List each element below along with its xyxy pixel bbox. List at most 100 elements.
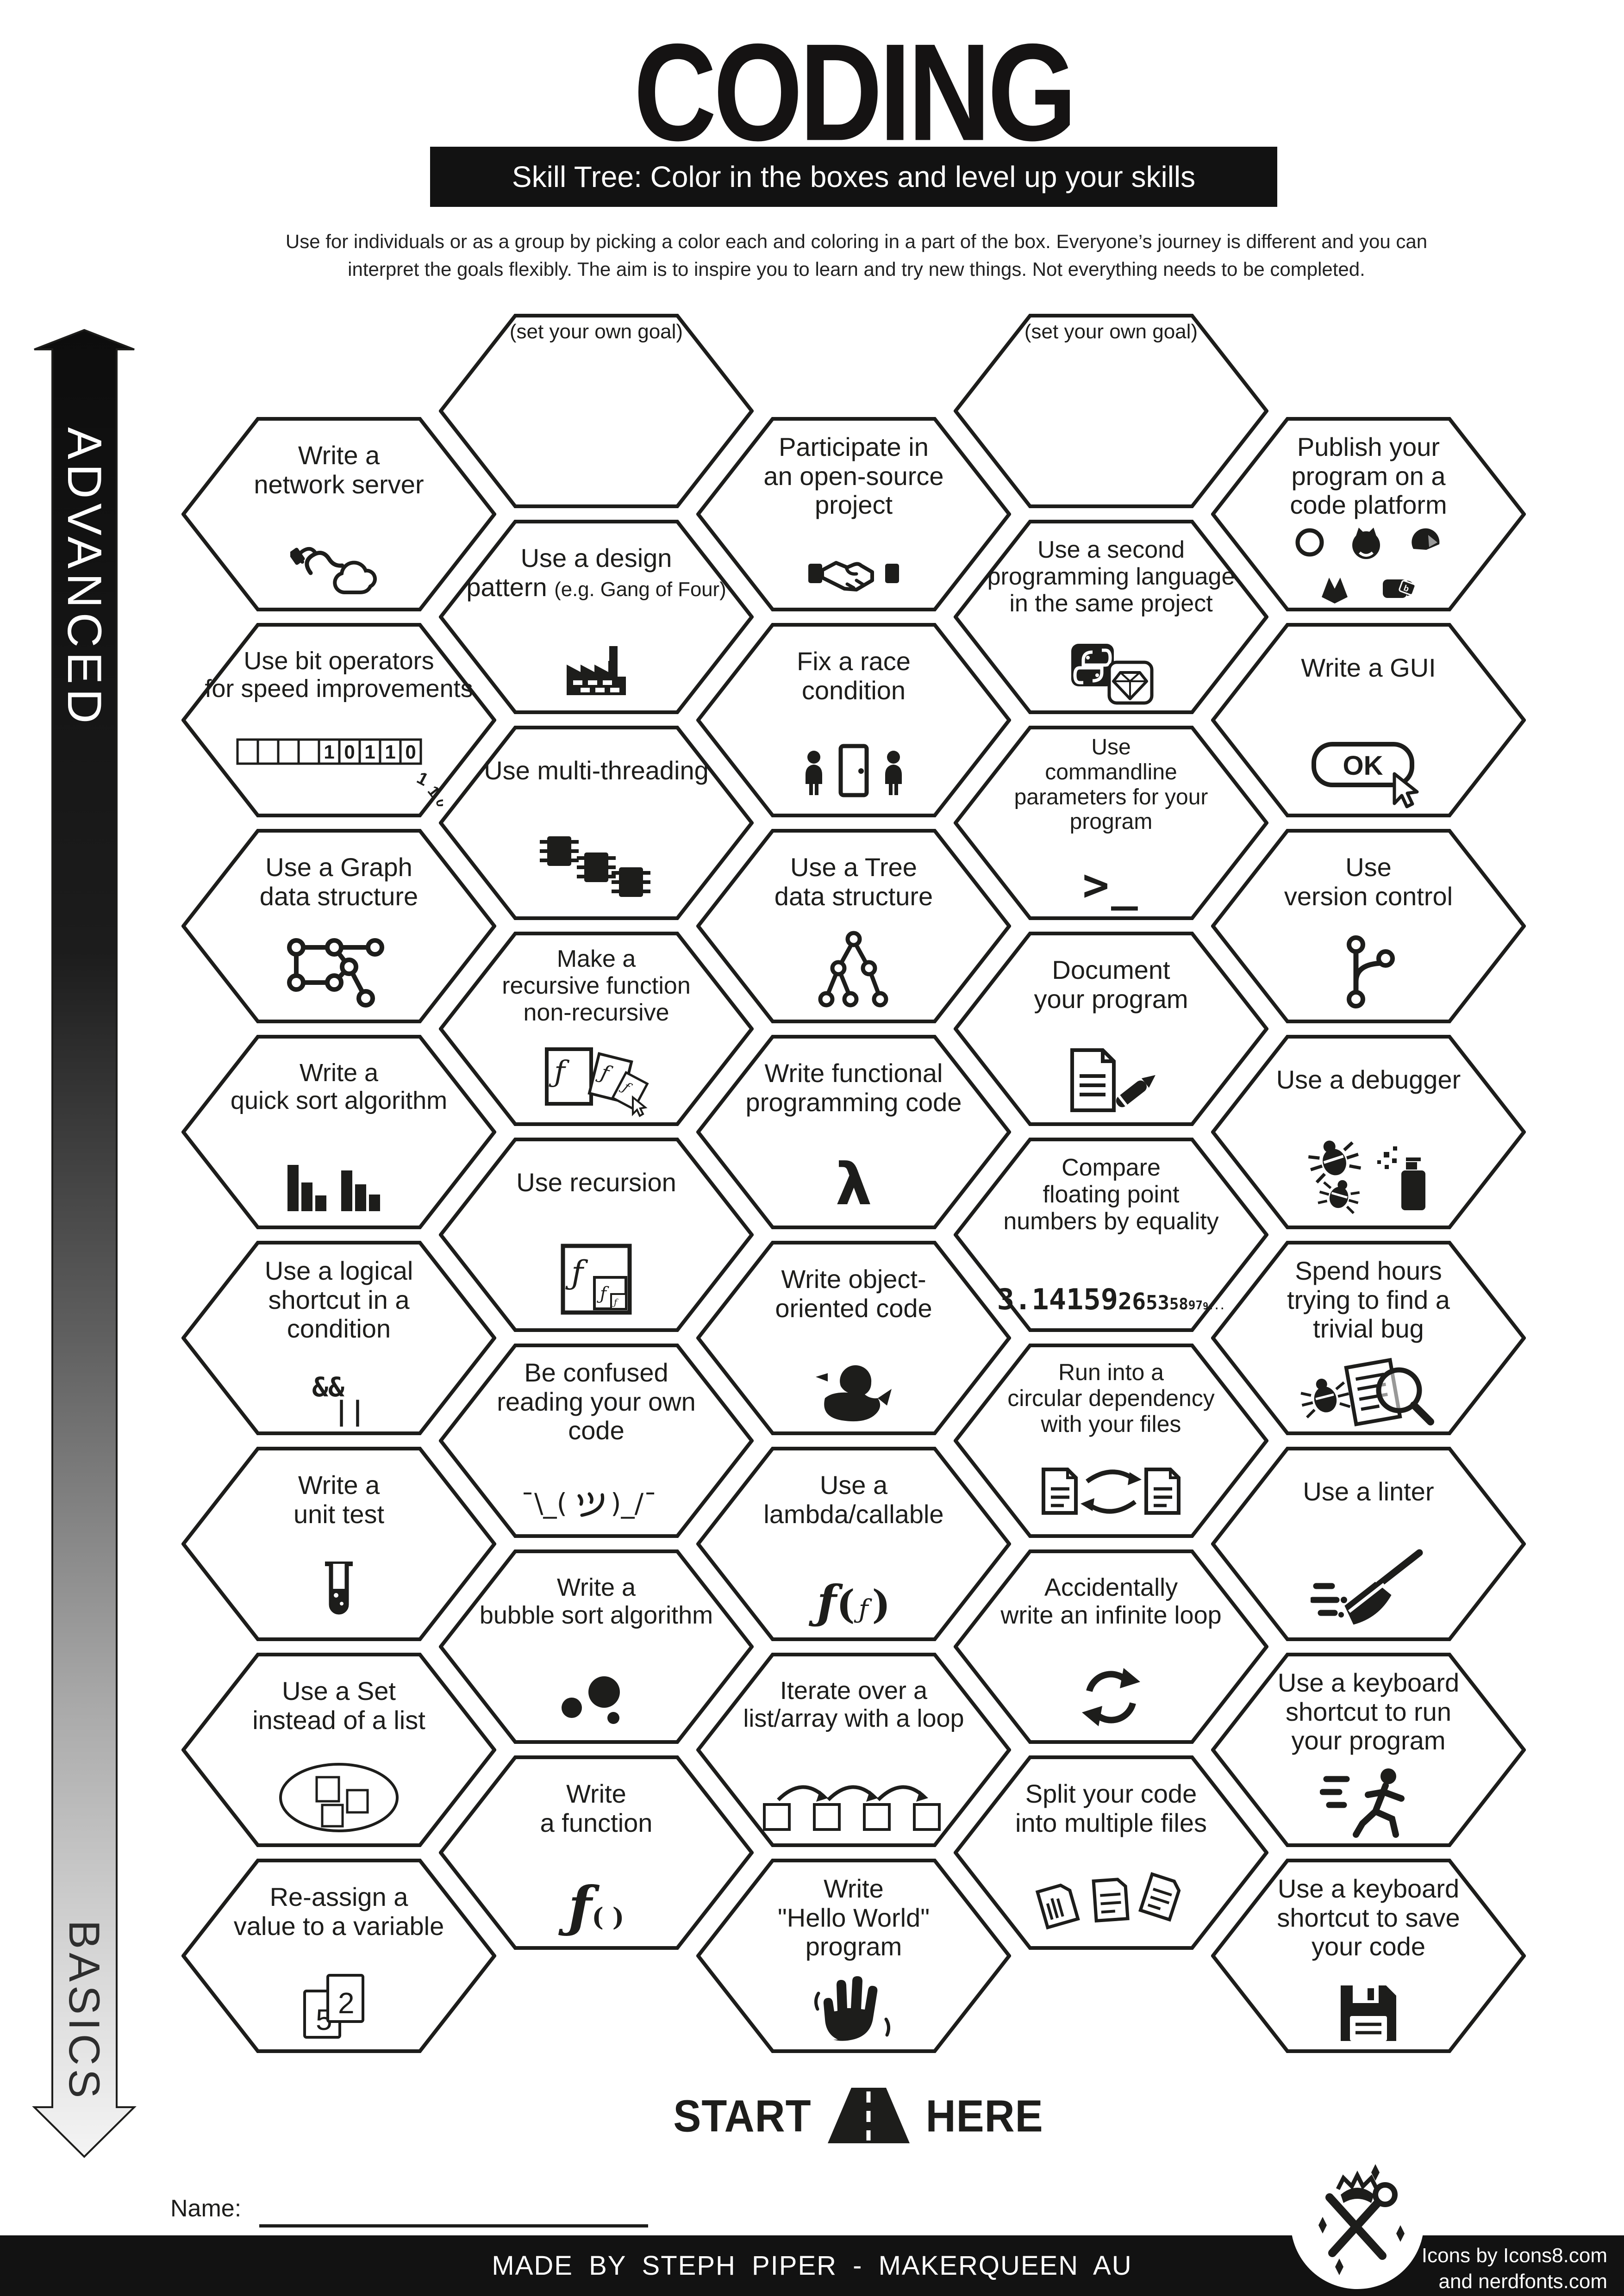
hexagon-outline <box>439 520 754 714</box>
hex-lambda-callable[interactable]: Use a lambda/callable ƒ(ƒ) <box>696 1447 1011 1641</box>
hex-label-line: pattern <box>466 572 547 602</box>
hex-label: Write a unit test <box>192 1470 486 1529</box>
hex-infinite-loop[interactable]: Accidentally write an infinite loop <box>954 1549 1268 1744</box>
hex-publish-platform[interactable]: Publish your program on a code platform b <box>1211 417 1526 611</box>
hex-label: Document your program <box>964 955 1258 1014</box>
hex-label-line: Use a logical <box>264 1256 413 1285</box>
hex-label: Write a GUI <box>1221 653 1516 683</box>
hex-use-recursion[interactable]: Use recursion ƒ ƒ ƒ <box>439 1138 754 1332</box>
hex-label: Re-assign a value to a variable <box>192 1882 486 1941</box>
description-line: Use for individuals or as a group by pic… <box>285 230 1428 252</box>
hex-label: Write object-oriented code <box>706 1264 1001 1323</box>
hex-label-line: an open-source <box>763 461 944 491</box>
hex-commandline-params[interactable]: Use commandline parameters for your program… <box>954 726 1268 920</box>
hex-label: Use a Set instead of a list <box>192 1676 486 1735</box>
hex-quick-sort[interactable]: Write a quick sort algorithm <box>181 1035 496 1229</box>
hex-write-function[interactable]: Write a function ƒ( ) <box>439 1755 754 1950</box>
hex-label: Use a second programming language in the s… <box>964 536 1258 617</box>
hex-label-line: condition <box>801 675 906 705</box>
basics-axis-label: BASICS <box>60 1920 109 2102</box>
subtitle-text: Skill Tree: Color in the boxes and level… <box>512 160 1196 193</box>
hex-bit-operators[interactable]: Use bit operators for speed improvements 1… <box>181 623 496 817</box>
hex-label: Split your code into multiple files <box>964 1779 1258 1837</box>
hex-label-line: Write a <box>298 1470 380 1500</box>
hex-label-line: Write <box>566 1779 626 1808</box>
hexagon-outline <box>696 417 1011 611</box>
hex-label: Use version control <box>1221 852 1516 911</box>
svg-text:OK: OK <box>1343 751 1383 781</box>
hex-use-linter[interactable]: Use a linter <box>1211 1447 1526 1641</box>
hex-multi-threading[interactable]: Use multi-threading <box>439 726 754 920</box>
hex-label-line: Use <box>1345 852 1392 882</box>
hex-bubble-sort[interactable]: Write a bubble sort algorithm <box>439 1549 754 1744</box>
hex-label-line: Use multi-threading <box>484 756 709 785</box>
icons-credit-line: Icons by Icons8.com <box>1421 2244 1607 2267</box>
hex-use-debugger[interactable]: Use a debugger <box>1211 1035 1526 1229</box>
hex-design-pattern[interactable]: Use a design pattern (e.g. Gang of Four) <box>439 520 754 714</box>
hexagon-outline <box>696 1447 1011 1641</box>
hex-label-line: Write a <box>298 441 380 470</box>
hex-label-line: value to a variable <box>233 1911 444 1941</box>
hex-unit-test[interactable]: Write a unit test <box>181 1447 496 1641</box>
hexagon-outline <box>439 1344 754 1538</box>
hex-reassign-variable[interactable]: Re-assign a value to a variable 5 2 <box>181 1859 496 2053</box>
hex-functional-code[interactable]: Write functional programming code λ <box>696 1035 1011 1229</box>
factory-icon <box>439 643 754 701</box>
hex-logical-shortcut[interactable]: Use a logical shortcut in a condition && || <box>181 1241 496 1435</box>
hex-label-line: Use a Graph <box>265 852 412 882</box>
hex-sublabel: (e.g. Gang of Four) <box>554 578 726 601</box>
pi-digits-icon: 3.14159265358979... <box>997 1282 1225 1316</box>
hex-label: Spend hours trying to find a trivial bug <box>1221 1256 1516 1344</box>
hex-split-files[interactable]: Split your code into multiple files <box>954 1755 1268 1950</box>
hex-circular-dependency[interactable]: Run into a circular dependency with your f… <box>954 1344 1268 1538</box>
sorted-bars-icon <box>181 1160 496 1213</box>
hexagon-outline <box>181 1241 496 1435</box>
hex-goal-left[interactable]: (set your own goal) <box>439 314 754 508</box>
hex-label-line: commandline <box>1045 759 1177 784</box>
hex-open-source[interactable]: Participate in an open-source project <box>696 417 1011 611</box>
hex-write-gui[interactable]: Write a GUI OK <box>1211 623 1526 817</box>
hex-network-server[interactable]: Write a network server <box>181 417 496 611</box>
hex-confused-code[interactable]: Be confused reading your own code ¯\_()_/¯ <box>439 1344 754 1538</box>
hex-label-line: Write functional <box>764 1058 943 1088</box>
hex-label-line: data structure <box>774 881 933 911</box>
hex-label-line: into multiple files <box>1015 1808 1207 1837</box>
hexagon-outline <box>954 520 1268 714</box>
hex-shortcut-run[interactable]: Use a keyboard shortcut to run your progra… <box>1211 1653 1526 1847</box>
hexagon-outline <box>1211 829 1526 1023</box>
hex-recursive-to-non[interactable]: Make a recursive function non-recursive ƒ ƒ ƒ <box>439 932 754 1126</box>
runner-icon <box>1211 1763 1526 1840</box>
footer-credit: MADE BY STEPH PIPER - MAKERQUEEN AU <box>492 2251 1132 2281</box>
hex-iterate-loop[interactable]: Iterate over a list/array with a loop <box>696 1653 1011 1847</box>
hex-label-line: with your files <box>1041 1411 1181 1437</box>
hex-label: Use a logical shortcut in a condition <box>192 1256 486 1344</box>
hexagon-outline <box>696 1859 1011 2053</box>
hex-label-line: lambda/callable <box>763 1499 944 1529</box>
hex-graph-structure[interactable]: Use a Graph data structure <box>181 829 496 1023</box>
hex-shortcut-save[interactable]: Use a keyboard shortcut to save your code <box>1211 1859 1526 2053</box>
hex-label-line: Re-assign a <box>269 1882 408 1911</box>
hex-tree-structure[interactable]: Use a Tree data structure <box>696 829 1011 1023</box>
bugs-spray-icon <box>1211 1134 1526 1215</box>
hexagon-outline <box>1211 1859 1526 2053</box>
hex-race-condition[interactable]: Fix a race condition <box>696 623 1011 817</box>
hex-second-language[interactable]: Use a second programming language in the s… <box>954 520 1268 714</box>
hexagon-outline <box>696 623 1011 817</box>
hex-object-oriented[interactable]: Write object-oriented code <box>696 1241 1011 1435</box>
hex-set-not-list[interactable]: Use a Set instead of a list <box>181 1653 496 1847</box>
hex-float-equality[interactable]: Compare floating point numbers by equality… <box>954 1138 1268 1332</box>
code-platforms-icon: b <box>1211 523 1526 604</box>
hex-goal-right[interactable]: (set your own goal) <box>954 314 1268 508</box>
hex-trivial-bug[interactable]: Spend hours trying to find a trivial bug <box>1211 1241 1526 1435</box>
name-input-line[interactable] <box>259 2224 648 2228</box>
hex-label-line: Write a GUI <box>1301 653 1436 682</box>
hexagon-outline <box>954 932 1268 1126</box>
hex-version-control[interactable]: Use version control <box>1211 829 1526 1023</box>
hex-label: Publish your program on a code platform <box>1221 432 1516 520</box>
hex-label: Use a keyboard shortcut to save your code <box>1221 1874 1516 1961</box>
hex-document-program[interactable]: Document your program <box>954 932 1268 1126</box>
hex-hello-world[interactable]: Write "Hello World" program <box>696 1859 1011 2053</box>
hexagon-outline <box>1211 1653 1526 1847</box>
hex-label: Compare floating point numbers by equality <box>964 1154 1258 1235</box>
